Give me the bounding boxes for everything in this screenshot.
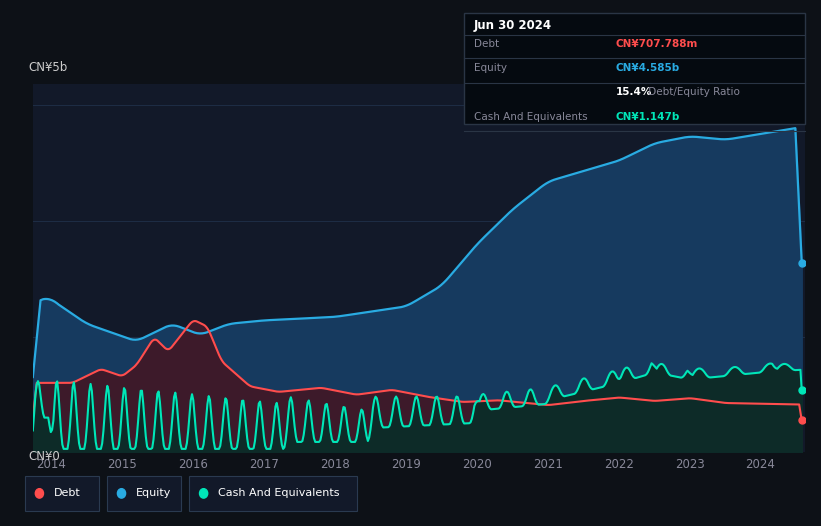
- Text: Jun 30 2024: Jun 30 2024: [474, 19, 552, 33]
- Text: Equity: Equity: [474, 63, 507, 73]
- Text: CN¥1.147b: CN¥1.147b: [616, 112, 680, 122]
- Text: CN¥5b: CN¥5b: [29, 60, 68, 74]
- Text: Cash And Equivalents: Cash And Equivalents: [474, 112, 587, 122]
- Text: Debt: Debt: [474, 39, 499, 49]
- Text: 15.4%: 15.4%: [616, 87, 652, 97]
- Text: Debt: Debt: [54, 488, 81, 499]
- Text: Cash And Equivalents: Cash And Equivalents: [218, 488, 340, 499]
- Text: CN¥4.585b: CN¥4.585b: [616, 63, 680, 73]
- Text: Debt/Equity Ratio: Debt/Equity Ratio: [645, 87, 741, 97]
- Text: CN¥0: CN¥0: [29, 450, 61, 463]
- Text: CN¥707.788m: CN¥707.788m: [616, 39, 698, 49]
- Text: Equity: Equity: [136, 488, 172, 499]
